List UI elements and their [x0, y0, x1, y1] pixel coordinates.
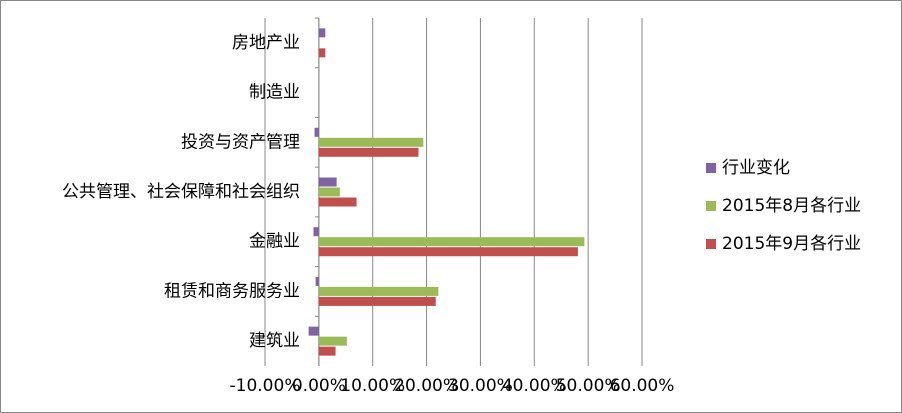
bar — [318, 346, 336, 356]
y-tick-label: 公共管理、社会保障和社会组织 — [62, 182, 300, 202]
bar — [318, 247, 578, 257]
bar — [318, 336, 347, 346]
x-tick-label: 0.00% — [292, 376, 346, 396]
bar — [318, 48, 326, 58]
bar — [318, 296, 436, 306]
bar — [318, 28, 326, 38]
bar — [318, 237, 585, 247]
bar — [318, 197, 357, 207]
y-tick-label: 房地产业 — [232, 33, 300, 53]
bar — [314, 127, 319, 137]
bar — [318, 187, 340, 197]
x-tick-label: -10.00% — [230, 376, 301, 396]
y-tick-label: 金融业 — [249, 232, 300, 252]
x-tick-label: 10.00% — [340, 376, 405, 396]
bar — [318, 286, 439, 296]
x-tick-label: 60.00% — [610, 376, 675, 396]
y-tick-label: 租赁和商务服务业 — [164, 281, 300, 301]
y-tick-label: 建筑业 — [249, 331, 300, 351]
legend-label: 2015年9月各行业 — [722, 234, 861, 254]
y-tick-label: 制造业 — [249, 83, 300, 103]
legend-swatch — [706, 163, 716, 173]
y-tick-label: 投资与资产管理 — [181, 132, 300, 152]
bar — [315, 276, 319, 286]
bar — [313, 227, 319, 237]
x-tick-label: 30.00% — [448, 376, 513, 396]
legend-swatch — [706, 239, 716, 249]
bar — [318, 177, 337, 187]
legend-label: 行业变化 — [722, 158, 790, 178]
legend-swatch — [706, 201, 716, 211]
x-tick-label: 20.00% — [394, 376, 459, 396]
bar — [318, 147, 419, 157]
bar — [318, 137, 424, 147]
legend-label: 2015年8月各行业 — [722, 196, 861, 216]
x-tick-label: 40.00% — [502, 376, 567, 396]
bar — [308, 326, 319, 336]
x-tick-label: 50.00% — [556, 376, 621, 396]
